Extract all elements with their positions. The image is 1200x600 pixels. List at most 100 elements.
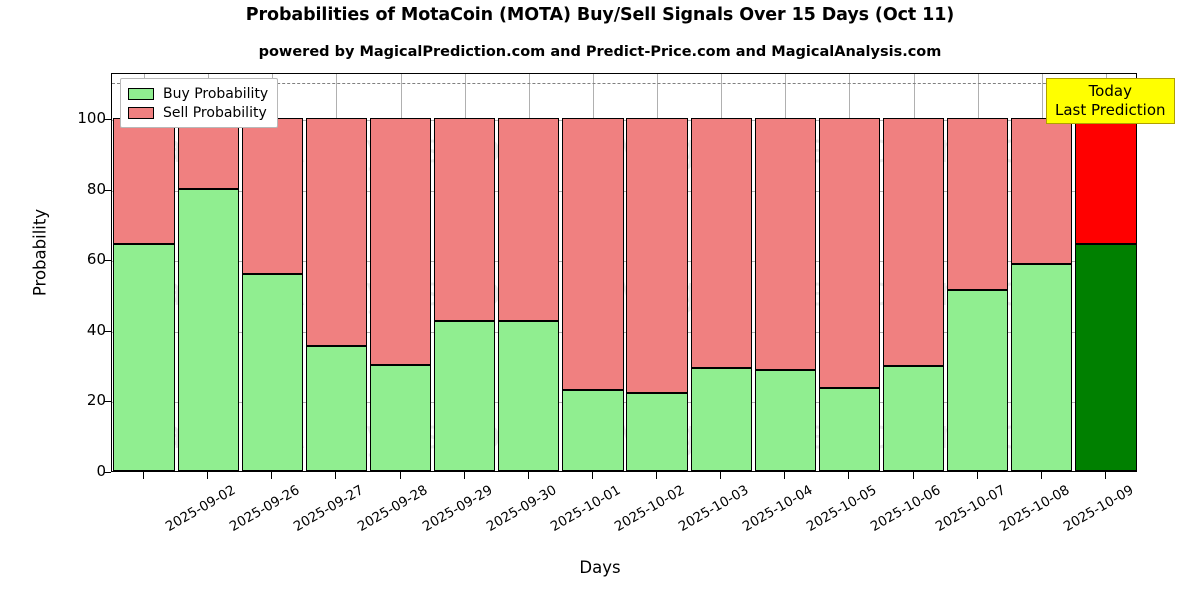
chart-title: Probabilities of MotaCoin (MOTA) Buy/Sel… (245, 5, 955, 25)
bar-segment-sell[interactable] (947, 117, 1009, 290)
bar-stack[interactable] (305, 74, 368, 471)
bar-segment-sell[interactable] (818, 117, 881, 389)
bar-segment-sell[interactable] (562, 117, 624, 391)
x-tick-mark (912, 472, 914, 479)
bar-segment-sell[interactable] (113, 117, 175, 244)
x-tick-mark (656, 472, 658, 479)
gridline-horizontal (112, 261, 1136, 263)
y-tick-label: 100 (77, 108, 106, 127)
chart-subtitle: powered by MagicalPrediction.com and Pre… (258, 44, 942, 60)
bar-segment-buy[interactable] (177, 189, 239, 471)
x-tick-mark (271, 472, 273, 479)
reference-line (112, 82, 1136, 84)
x-tick-label: 2025-10-05 (804, 483, 880, 535)
bar-segment-sell[interactable] (434, 117, 496, 321)
bar-stack[interactable] (754, 74, 816, 471)
bar-segment-sell[interactable] (369, 117, 432, 366)
x-tick-label: 2025-09-29 (419, 483, 495, 535)
bar-stack[interactable] (434, 74, 496, 471)
today-annotation: Today Last Prediction (1046, 78, 1175, 125)
x-tick-label: 2025-09-27 (291, 483, 367, 535)
bar-stack[interactable] (1011, 74, 1073, 471)
legend-swatch-sell (128, 106, 154, 119)
bar-segment-sell[interactable] (882, 117, 945, 366)
x-tick-mark (463, 472, 465, 479)
x-tick-mark (720, 472, 722, 479)
x-tick-mark (1040, 472, 1042, 479)
bar-segment-sell[interactable] (177, 117, 239, 190)
bar-segment-buy[interactable] (882, 365, 945, 471)
bar-stack[interactable] (626, 74, 688, 471)
bar-segment-buy[interactable] (818, 388, 881, 471)
bar-segment-sell[interactable] (690, 117, 752, 368)
bar-segment-buy[interactable] (434, 320, 496, 471)
bar-segment-sell[interactable] (1011, 117, 1073, 265)
y-tick-mark (104, 189, 111, 191)
x-tick-label: 2025-10-09 (1061, 483, 1137, 535)
bar-segment-buy[interactable] (1011, 264, 1073, 471)
bar-segment-buy[interactable] (626, 393, 688, 471)
y-tick-label: 80 (86, 179, 106, 198)
gridline-horizontal (112, 119, 1136, 121)
bar-stack[interactable] (882, 74, 945, 471)
bar-stack[interactable] (562, 74, 624, 471)
bar-segment-buy[interactable] (498, 321, 560, 471)
y-tick-mark (104, 472, 111, 473)
plot-area: MagicalAnalysis.comMagicalPrediction.com… (111, 73, 1137, 472)
bar-segment-sell[interactable] (498, 117, 560, 322)
bar-segment-sell[interactable] (241, 117, 303, 274)
x-tick-mark (527, 472, 529, 479)
bar-segment-sell[interactable] (305, 117, 368, 347)
bar-segment-buy[interactable] (305, 346, 368, 471)
today-annotation-line1: Today (1088, 82, 1132, 100)
x-tick-label: 2025-09-26 (227, 483, 303, 535)
y-tick-mark (104, 260, 111, 262)
bar-segment-buy[interactable] (562, 390, 624, 471)
bar-segment-buy[interactable] (690, 367, 752, 471)
legend-label-buy: Buy Probability (163, 85, 269, 102)
x-tick-label: 2025-10-03 (676, 483, 752, 535)
bar-stack[interactable] (818, 74, 881, 471)
bar-segment-sell[interactable] (754, 117, 816, 371)
bar-segment-buy[interactable] (947, 289, 1009, 471)
bar-stack[interactable] (947, 74, 1009, 471)
bar-stack[interactable] (1075, 74, 1136, 471)
bars-layer (112, 74, 1136, 471)
x-tick-label: 2025-09-02 (163, 483, 239, 535)
bar-segment-sell[interactable] (1075, 117, 1136, 244)
chart-legend: Buy Probability Sell Probability (120, 78, 279, 128)
bar-stack[interactable] (241, 74, 303, 471)
legend-swatch-buy (128, 87, 154, 100)
bar-stack[interactable] (369, 74, 432, 471)
bar-stack[interactable] (113, 74, 175, 471)
bar-segment-buy[interactable] (1075, 243, 1136, 471)
bar-segment-buy[interactable] (241, 273, 303, 471)
y-tick-label: 0 (96, 462, 106, 480)
y-tick-mark (104, 401, 111, 403)
y-tick-label: 60 (86, 250, 106, 269)
x-tick-mark (335, 472, 337, 479)
x-tick-mark (848, 472, 850, 479)
x-tick-label: 2025-10-04 (740, 483, 816, 535)
y-tick-mark (104, 330, 111, 332)
gridline-horizontal (112, 190, 1136, 192)
bar-stack[interactable] (690, 74, 752, 471)
x-tick-mark (399, 472, 401, 479)
bar-segment-sell[interactable] (626, 117, 688, 394)
y-axis-label: Probability (30, 208, 50, 297)
x-tick-mark (591, 472, 593, 479)
legend-item-sell: Sell Probability (128, 103, 268, 122)
bar-stack[interactable] (177, 74, 239, 471)
x-tick-mark (784, 472, 786, 479)
x-tick-label: 2025-10-02 (612, 483, 688, 535)
legend-item-buy: Buy Probability (128, 84, 268, 103)
bar-segment-buy[interactable] (754, 370, 816, 471)
x-tick-mark (143, 472, 145, 479)
bar-stack[interactable] (498, 74, 560, 471)
today-annotation-line2: Last Prediction (1055, 100, 1166, 119)
bar-segment-buy[interactable] (369, 365, 432, 471)
legend-label-sell: Sell Probability (163, 104, 267, 121)
y-tick-label: 20 (86, 391, 106, 410)
bar-segment-buy[interactable] (113, 243, 175, 471)
